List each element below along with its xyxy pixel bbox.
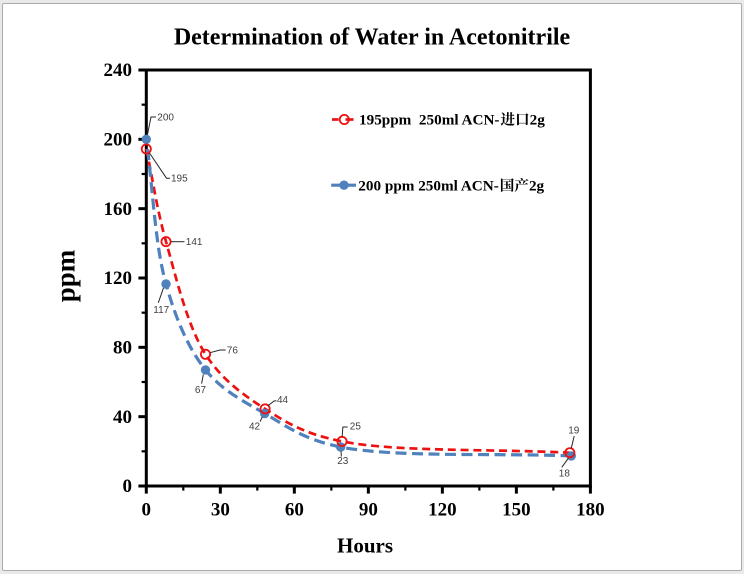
svg-text:120: 120 (104, 268, 133, 289)
svg-text:Determination of Water in Acet: Determination of Water in Acetonitrile (174, 24, 571, 50)
svg-text:200: 200 (104, 130, 133, 151)
svg-text:150: 150 (502, 500, 531, 521)
svg-text:76: 76 (227, 346, 239, 357)
svg-text:90: 90 (359, 500, 378, 521)
svg-text:0: 0 (123, 476, 133, 497)
svg-text:2g: 2g (529, 178, 545, 195)
svg-text:67: 67 (195, 385, 207, 396)
svg-text:120: 120 (428, 500, 457, 521)
svg-text:200: 200 (157, 112, 174, 123)
svg-text:200 ppm 250ml ACN-: 200 ppm 250ml ACN- (358, 178, 499, 195)
svg-text:19: 19 (568, 426, 580, 437)
svg-text:195: 195 (171, 174, 188, 185)
svg-text:180: 180 (576, 500, 605, 521)
svg-text:0: 0 (142, 500, 152, 521)
svg-text:141: 141 (186, 237, 203, 248)
svg-text:ppm: ppm (51, 249, 81, 302)
svg-text:40: 40 (113, 407, 132, 428)
svg-text:117: 117 (153, 305, 169, 316)
svg-text:23: 23 (337, 456, 349, 467)
svg-text:60: 60 (285, 500, 304, 521)
svg-text:30: 30 (211, 500, 230, 521)
svg-text:195ppm 250ml ACN-: 195ppm 250ml ACN- (359, 112, 500, 129)
svg-text:42: 42 (249, 421, 261, 432)
svg-text:Hours: Hours (337, 534, 393, 558)
svg-text:160: 160 (104, 199, 133, 220)
svg-text:44: 44 (277, 395, 289, 406)
svg-text:240: 240 (104, 60, 133, 81)
svg-text:80: 80 (113, 338, 132, 359)
svg-text:18: 18 (559, 468, 571, 479)
svg-text:2g: 2g (530, 112, 546, 129)
svg-text:25: 25 (350, 422, 362, 433)
